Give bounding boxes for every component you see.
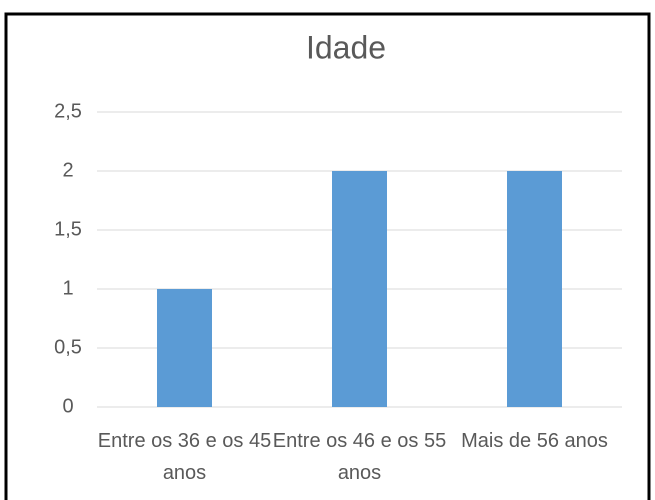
y-tick-label: 0,5 (54, 336, 82, 358)
x-tick-label: Mais de 56 anos (461, 430, 608, 452)
y-tick-label: 2,5 (54, 100, 82, 122)
x-tick-label: Entre os 46 e os 55 anos (272, 430, 447, 484)
bar (332, 171, 387, 407)
x-tick-label: Entre os 36 e os 45 anos (97, 430, 272, 484)
bar (157, 289, 212, 407)
chart-title: Idade (306, 29, 386, 65)
y-tick-label: 1,5 (54, 218, 82, 240)
y-tick-label: 0 (62, 395, 73, 417)
y-tick-label: 2 (62, 159, 73, 181)
y-tick-label: 1 (62, 277, 73, 299)
chart-border (4, 12, 651, 500)
bar (507, 171, 562, 407)
